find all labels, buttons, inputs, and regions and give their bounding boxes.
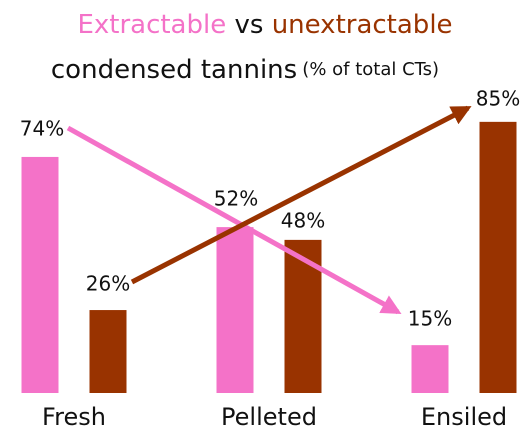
x-tick-label: Pelleted [221,403,317,431]
bar [284,239,322,393]
title-joiner: vs [234,10,263,40]
bar [479,121,517,393]
data-label: 52% [214,187,258,211]
plot: Fresh 74% 26% Pelleted 52% 48% Ensiled 15% 85% [20,87,520,432]
data-label: 26% [86,272,130,296]
x-tick-label: Fresh [42,403,106,431]
bar [216,227,254,393]
data-label: 48% [281,209,325,233]
trend-arrow [66,125,402,315]
title-series-a: Extractable [77,10,226,40]
bar [411,345,449,393]
subtitle: condensed tannins [51,55,297,85]
bar [89,310,127,393]
subtitle-note: (% of total CTs) [302,59,439,80]
chart-subtitle: condensed tannins (% of total CTs) [51,55,439,85]
x-tick-label: Ensiled [421,403,507,431]
data-label: 85% [476,87,520,111]
data-label: 15% [408,307,452,331]
data-label: 74% [20,117,64,141]
bar [21,156,59,393]
chart-title: Extractable vs unextractable [77,10,452,40]
title-series-b: unextractable [272,10,453,40]
trend-arrow [130,105,472,285]
